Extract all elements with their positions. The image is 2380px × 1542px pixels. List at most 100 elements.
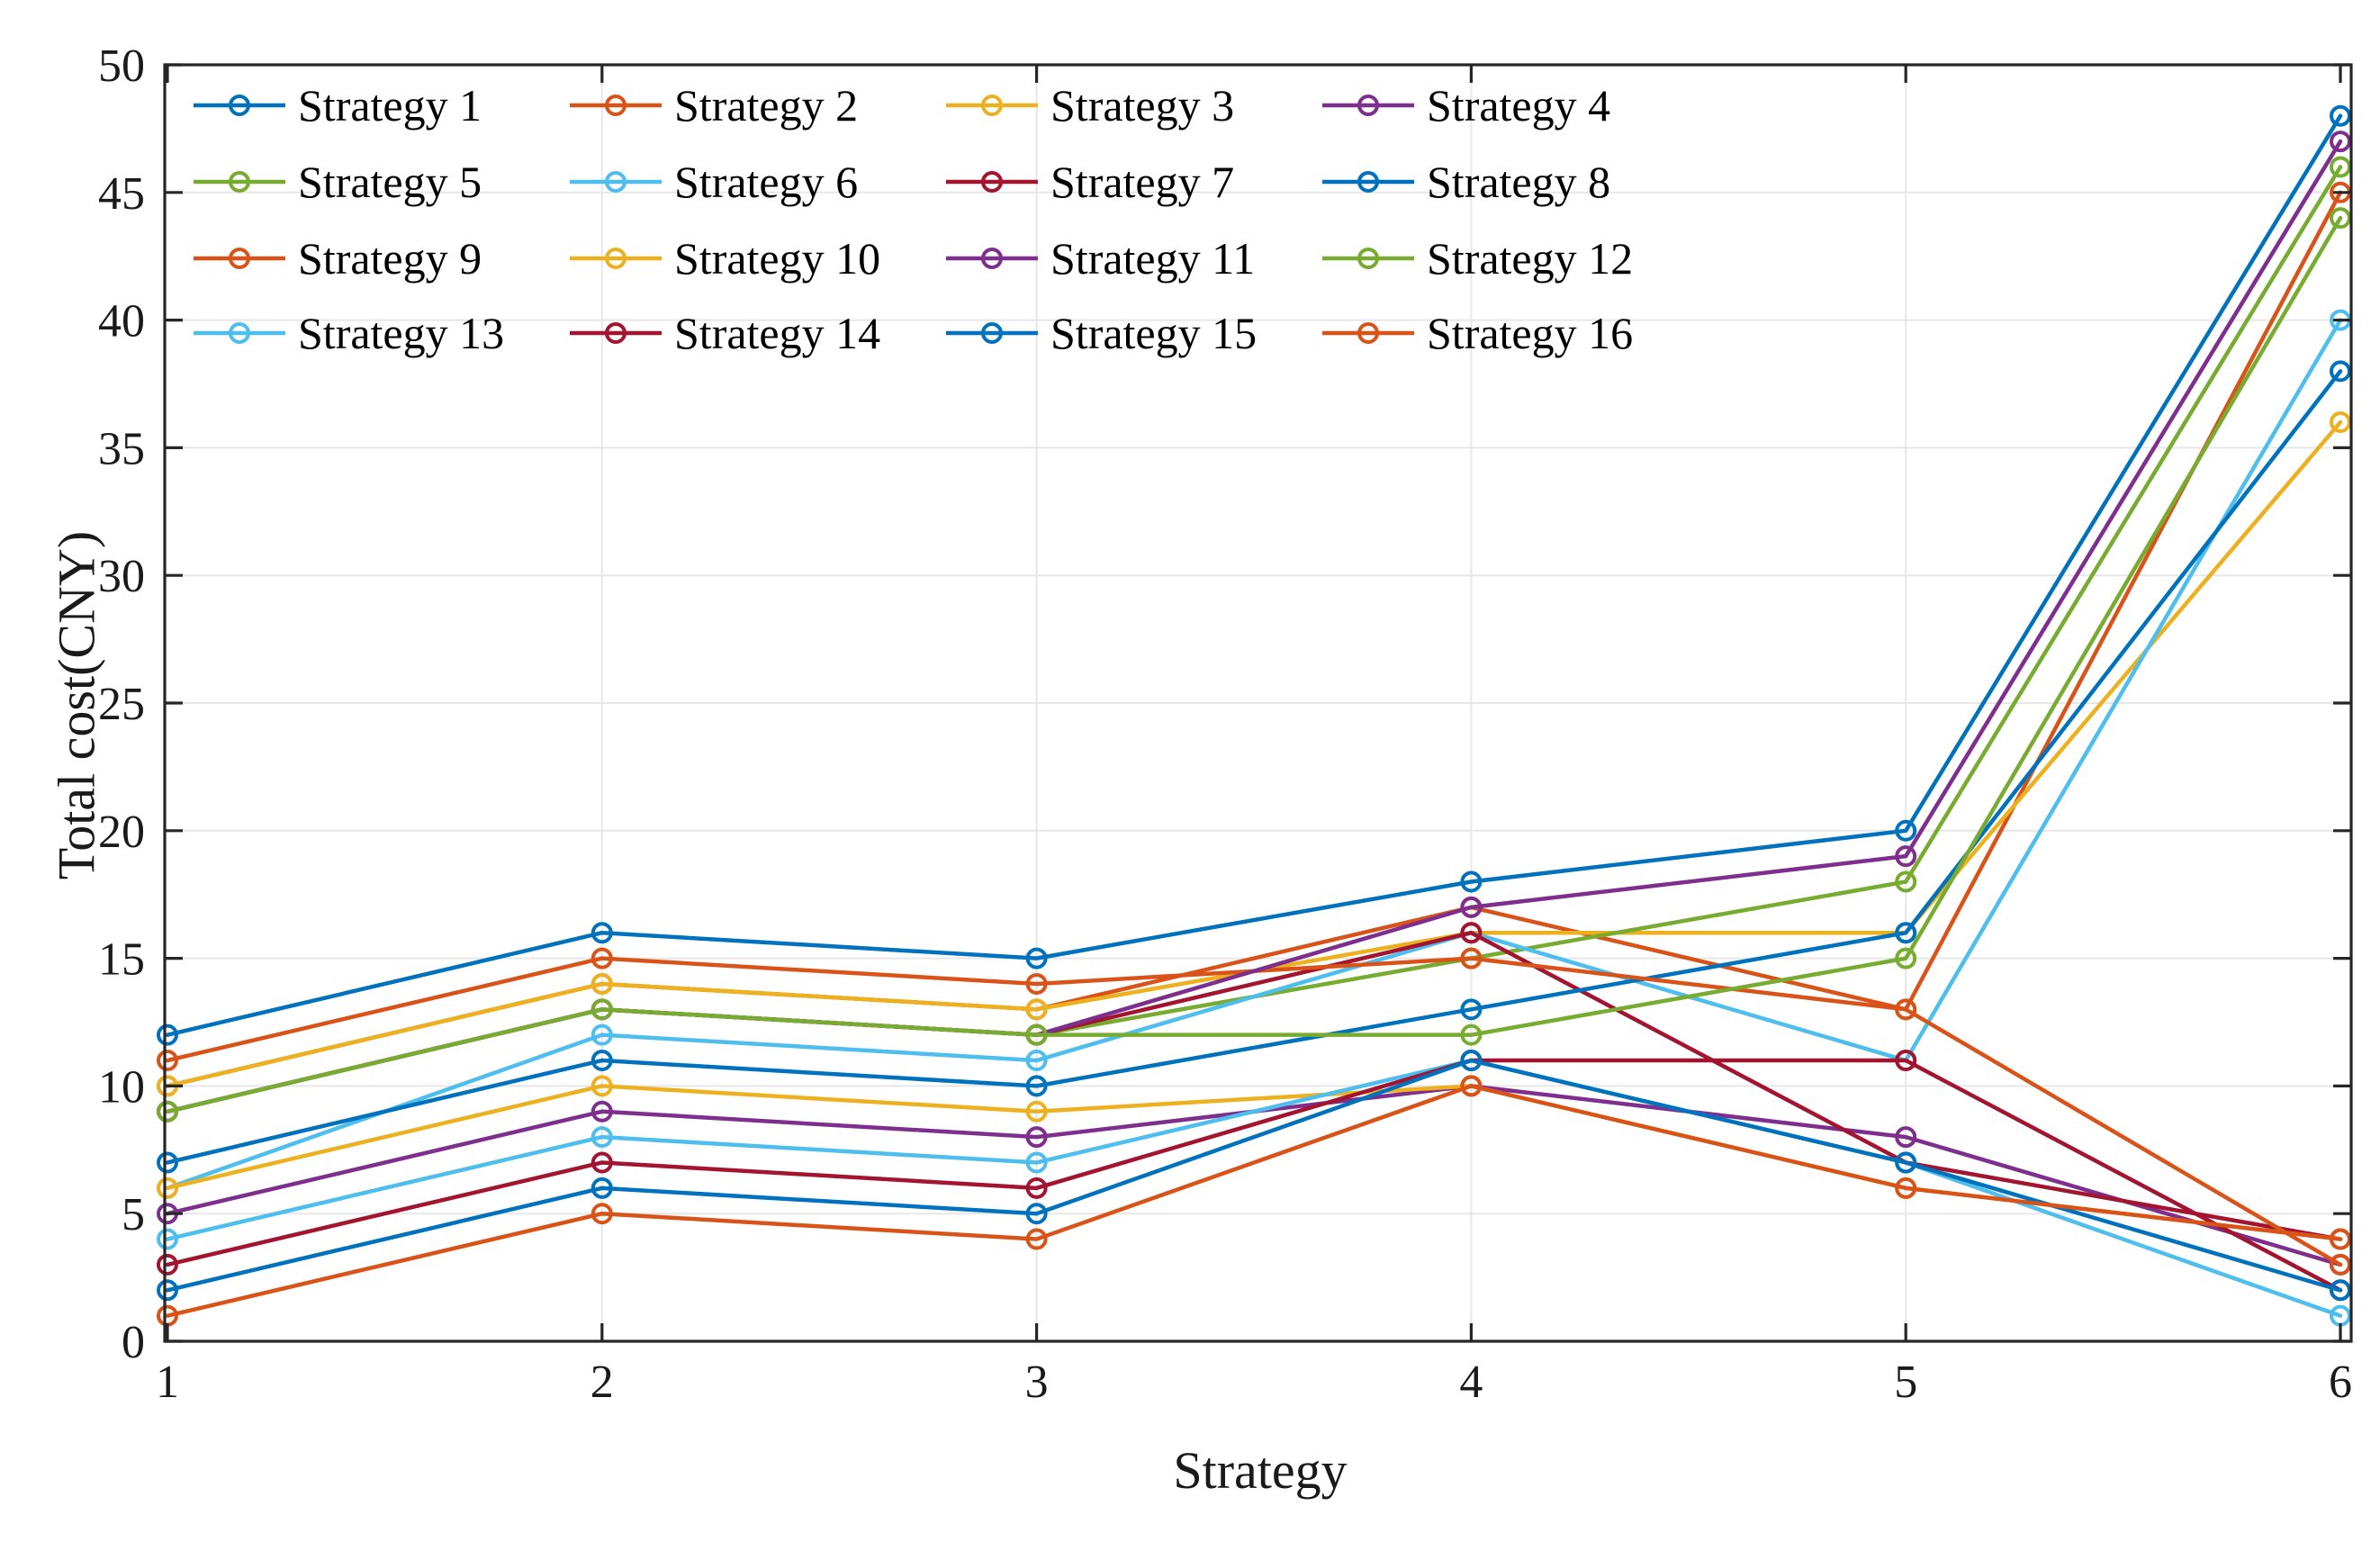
series-line — [165, 113, 2343, 1037]
legend-marker-icon — [981, 248, 1003, 269]
legend-label: Strategy 13 — [298, 308, 504, 358]
y-axis-label: Total cost(CNY) — [47, 530, 106, 880]
legend-label: Strategy 6 — [674, 157, 858, 207]
legend-marker-icon — [981, 322, 1003, 344]
legend-marker-icon — [981, 95, 1003, 116]
series-strategy-1 — [157, 104, 2351, 1046]
data-point-marker — [1025, 1075, 1048, 1097]
legend-item-strategy-6: Strategy 6 — [570, 157, 858, 207]
data-point-marker — [590, 998, 613, 1021]
legend-item-strategy-14: Strategy 14 — [570, 308, 880, 358]
legend-label: Strategy 2 — [674, 80, 858, 131]
legend-item-strategy-7: Strategy 7 — [946, 157, 1234, 207]
legend-label: Strategy 4 — [1427, 80, 1610, 131]
data-point-marker — [1895, 1126, 1917, 1149]
legend-item-strategy-3: Strategy 3 — [946, 80, 1234, 131]
series-strategy-3 — [157, 411, 2351, 1097]
series-line — [165, 369, 2343, 1165]
legend-item-strategy-10: Strategy 10 — [570, 233, 880, 284]
y-tick-label: 25 — [98, 679, 145, 730]
data-point-marker — [590, 1075, 613, 1097]
data-point-marker — [157, 1253, 178, 1276]
y-tick-label: 30 — [98, 551, 145, 602]
data-point-marker — [1895, 947, 1917, 969]
data-point-marker — [157, 1100, 178, 1123]
data-point-marker — [1460, 1023, 1483, 1046]
legend-label: Strategy 10 — [674, 233, 880, 284]
legend-label: Strategy 14 — [674, 308, 880, 358]
data-point-marker — [2330, 1228, 2351, 1250]
data-point-marker — [1460, 870, 1483, 893]
series-line — [165, 1084, 2343, 1318]
legend-label: Strategy 12 — [1427, 233, 1633, 284]
data-point-marker — [590, 922, 613, 944]
y-tick-label: 35 — [98, 423, 145, 474]
x-tick-label: 6 — [2329, 1357, 2352, 1408]
data-point-marker — [2330, 360, 2351, 383]
legend-label: Strategy 11 — [1050, 233, 1255, 284]
legend-label: Strategy 7 — [1050, 157, 1234, 207]
legend-item-strategy-4: Strategy 4 — [1322, 80, 1610, 131]
legend: Strategy 1 Strategy 2 Strategy 3 Strategy 4… — [194, 80, 1633, 358]
x-tick-label: 5 — [1894, 1357, 1917, 1408]
legend-item-strategy-12: Strategy 12 — [1322, 233, 1633, 284]
data-point-marker — [1460, 1050, 1483, 1072]
data-point-marker — [1460, 947, 1483, 969]
legend-item-strategy-9: Strategy 9 — [194, 233, 482, 284]
data-point-marker — [2330, 131, 2351, 153]
data-point-marker — [1025, 1151, 1048, 1174]
legend-marker-icon — [229, 171, 250, 193]
legend-label: Strategy 8 — [1427, 157, 1610, 207]
data-point-marker — [1025, 1023, 1048, 1046]
data-point-marker — [590, 972, 613, 995]
data-point-marker — [1895, 922, 1917, 944]
series-line — [165, 419, 2343, 1088]
legend-marker-icon — [1357, 322, 1379, 344]
data-point-marker — [157, 1228, 178, 1250]
legend-item-strategy-11: Strategy 11 — [946, 233, 1255, 284]
x-tick-label: 4 — [1459, 1357, 1483, 1408]
data-point-marker — [590, 1203, 613, 1225]
data-point-marker — [1895, 819, 1917, 842]
data-point-marker — [1025, 947, 1048, 969]
legend-item-strategy-15: Strategy 15 — [946, 308, 1257, 358]
data-point-marker — [1895, 1050, 1917, 1072]
legend-item-strategy-5: Strategy 5 — [194, 157, 482, 207]
series-strategy-4 — [157, 1075, 2351, 1276]
data-point-marker — [157, 1023, 178, 1046]
series-strategy-6 — [157, 309, 2351, 1199]
data-point-marker — [157, 1050, 178, 1072]
data-point-marker — [1025, 998, 1048, 1021]
data-point-marker — [1025, 972, 1048, 995]
legend-marker-icon — [605, 248, 627, 269]
y-tick-label: 15 — [98, 934, 145, 986]
x-tick-label: 1 — [156, 1357, 179, 1408]
data-point-marker — [1025, 1050, 1048, 1072]
data-point-marker — [590, 1023, 613, 1046]
x-tick-label: 3 — [1025, 1357, 1049, 1408]
data-point-marker — [157, 1151, 178, 1174]
y-tick-label: 0 — [122, 1317, 145, 1368]
data-point-marker — [157, 1177, 178, 1199]
data-point-marker — [2330, 411, 2351, 434]
legend-marker-icon — [229, 248, 250, 269]
legend-item-strategy-2: Strategy 2 — [570, 80, 858, 131]
legend-item-strategy-1: Strategy 1 — [194, 80, 482, 131]
legend-label: Strategy 5 — [298, 157, 482, 207]
data-point-marker — [2330, 156, 2351, 178]
legend-marker-icon — [605, 171, 627, 193]
data-point-marker — [590, 1177, 613, 1199]
series-line — [165, 1058, 2343, 1293]
y-tick-label: 45 — [98, 168, 145, 220]
legend-marker-icon — [1357, 171, 1379, 193]
data-point-marker — [1460, 922, 1483, 944]
data-point-marker — [1895, 1151, 1917, 1174]
legend-marker-icon — [1357, 95, 1379, 116]
series-line — [165, 215, 2343, 1114]
y-tick-label: 40 — [98, 296, 145, 347]
legend-marker-icon — [1357, 248, 1379, 269]
legend-item-strategy-16: Strategy 16 — [1322, 308, 1633, 358]
data-point-marker — [590, 1100, 613, 1123]
legend-marker-icon — [605, 95, 627, 116]
